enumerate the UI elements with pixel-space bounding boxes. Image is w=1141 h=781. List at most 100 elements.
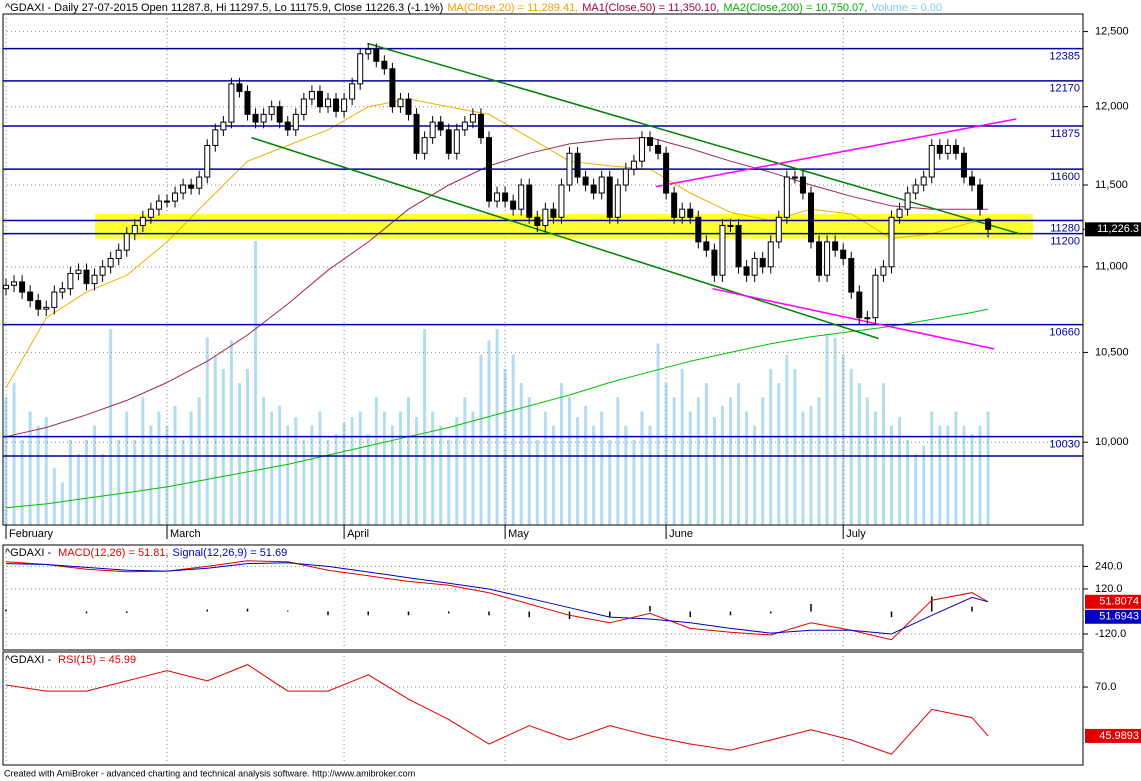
volume-bar: [656, 343, 660, 525]
volume-bar: [294, 417, 298, 525]
candle-body: [542, 208, 549, 226]
y-tick-label: 12,000: [1095, 101, 1129, 113]
volume-bar: [4, 397, 8, 525]
candle-body: [43, 306, 50, 310]
volume-bar: [237, 383, 241, 525]
footer: Created with AmiBroker - advanced charti…: [4, 768, 415, 778]
title-segment: ^GDAXI -: [5, 547, 54, 559]
volume-bar: [881, 383, 885, 525]
candle-body: [27, 291, 34, 302]
volume-bar: [938, 425, 942, 525]
candle-body: [397, 98, 404, 108]
volume-bar: [221, 368, 225, 525]
pane-frame: [2, 13, 1084, 526]
value-marker-box: [1085, 609, 1141, 624]
volume-bar: [898, 417, 902, 525]
volume-bar: [479, 354, 483, 525]
volume-bar: [181, 439, 185, 525]
candle-body: [775, 216, 782, 243]
volume-bar: [12, 383, 16, 525]
volume-bar: [688, 411, 692, 525]
candle-body: [518, 184, 525, 210]
volume-bar: [584, 405, 588, 525]
candle-body: [188, 184, 195, 189]
value-marker-box: [1085, 222, 1141, 237]
candle-body: [59, 288, 66, 293]
volume-bar: [769, 368, 773, 525]
x-tick-label: June: [669, 528, 693, 540]
volume-bar: [407, 397, 410, 525]
candle-body: [856, 291, 863, 319]
volume-bar: [487, 340, 491, 525]
pane-frame: [2, 651, 1084, 766]
volume-bar: [737, 383, 741, 525]
volume-bar: [342, 422, 346, 525]
volume-bar: [68, 439, 72, 525]
volume-bar: [93, 425, 97, 525]
volume-bar: [36, 425, 40, 525]
pane-title: ^GDAXI - RSI(15) = 45.99: [5, 654, 136, 666]
volume-bar: [44, 417, 48, 525]
title-segment: MA(Close,20) = 11,289.41,: [447, 2, 578, 14]
candle-body: [107, 257, 114, 268]
volume-bar: [592, 425, 596, 525]
candle-body: [647, 137, 653, 146]
candle-body: [35, 300, 42, 310]
volume-bar: [246, 368, 249, 525]
volume-bar: [753, 425, 757, 525]
x-tick-label: May: [508, 528, 529, 540]
volume-bar: [318, 411, 322, 525]
volume-bar: [785, 354, 789, 525]
candle-body: [743, 266, 750, 276]
volume-bar: [20, 439, 24, 525]
y-tick-label: 10,500: [1095, 346, 1129, 358]
level-label: 10660: [1049, 326, 1080, 338]
volume-bar: [551, 425, 555, 525]
volume-bar: [398, 411, 402, 525]
candle-body: [767, 241, 774, 268]
x-tick-label: April: [347, 528, 369, 540]
candle-body: [703, 241, 710, 251]
x-tick-label: March: [170, 528, 201, 540]
volume-bar: [672, 397, 676, 525]
candle-body: [91, 274, 98, 285]
candle-body: [19, 281, 26, 293]
volume-bar: [165, 425, 169, 525]
volume-bar: [527, 397, 531, 525]
volume-bar: [801, 411, 805, 525]
candle-body: [558, 184, 565, 218]
volume-bar: [60, 482, 64, 525]
volume-bar: [873, 411, 877, 525]
volume-bar: [890, 425, 893, 525]
candle-body: [985, 218, 992, 230]
volume-bar: [334, 434, 338, 525]
candle-body: [405, 98, 412, 115]
volume-bar: [986, 411, 990, 525]
volume-bar: [543, 411, 547, 525]
volume-bar: [447, 439, 451, 525]
candle-body: [944, 144, 951, 154]
candle-body: [83, 269, 90, 285]
volume-bar: [600, 411, 604, 525]
volume-bar: [865, 397, 869, 525]
value-marker-box: [1085, 728, 1141, 743]
volume-bar: [608, 439, 612, 525]
candle-body: [880, 266, 887, 276]
candle-body: [534, 216, 541, 226]
volume-bar: [455, 417, 459, 525]
volume-bar: [519, 383, 523, 525]
candle-body: [735, 224, 742, 268]
level-label: 12170: [1049, 83, 1080, 95]
volume-bar: [358, 411, 362, 525]
volume-bar: [366, 434, 370, 525]
volume-bar: [568, 397, 571, 525]
volume-bar: [962, 425, 966, 525]
candle-body: [936, 144, 943, 154]
candle-body: [308, 90, 315, 100]
value-marker-label: 11,226.3: [1097, 223, 1139, 235]
candle-body: [3, 284, 9, 290]
y-tick-label: 240.0: [1095, 560, 1123, 572]
candle-body: [719, 224, 726, 276]
candle-body: [51, 291, 58, 308]
